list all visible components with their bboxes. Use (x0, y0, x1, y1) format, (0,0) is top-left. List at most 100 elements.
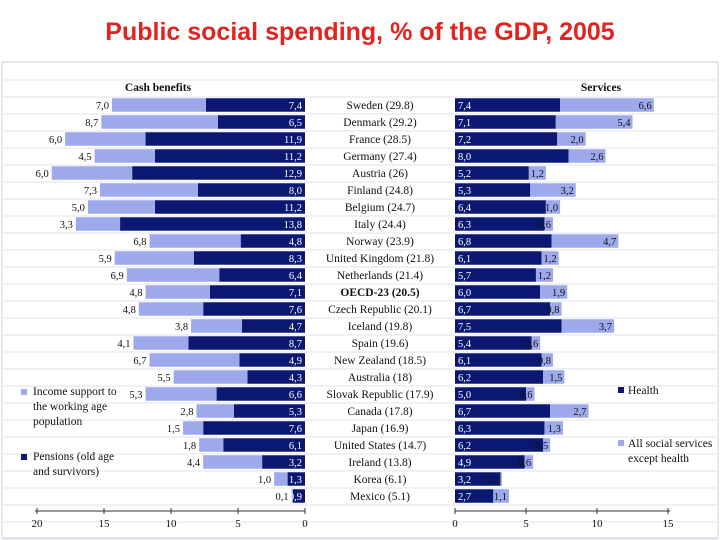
country-label: Germany (27.4) (343, 151, 417, 163)
chart-frame (1, 61, 719, 539)
pensions-bar (120, 217, 305, 231)
income-support-value-label: 5,5 (158, 373, 171, 384)
pensions-bar (242, 319, 305, 333)
services-value-label: 1,3 (548, 424, 561, 435)
services-value-label: 1,0 (545, 203, 558, 214)
pensions-value-label: 4,9 (289, 356, 302, 367)
health-value-label: 7,4 (458, 101, 472, 112)
services-value-label: 1,2 (531, 169, 544, 180)
health-bar (455, 302, 551, 316)
services-value-label: 0,8 (538, 356, 551, 367)
page-title: Public social spending, % of the GDP, 20… (105, 18, 615, 46)
country-label: Czech Republic (20.1) (328, 304, 432, 316)
income-support-bar (149, 234, 241, 248)
services-value-label: 3,2 (561, 186, 574, 197)
health-bar (455, 319, 562, 333)
services-bar (551, 234, 619, 248)
health-value-label: 6,3 (458, 220, 471, 231)
pensions-value-label: 1,3 (289, 475, 302, 486)
health-value-label: 5,0 (458, 390, 471, 401)
legend-label: Income support to (33, 386, 117, 398)
right-axis-tick-label: 10 (592, 518, 604, 530)
services-value-label: 0,8 (546, 305, 559, 316)
left-axis-tick-label: 0 (302, 518, 308, 530)
health-value-label: 7,2 (458, 135, 471, 146)
country-label: Japan (16.9) (352, 423, 409, 435)
income-support-bar (138, 302, 204, 316)
services-bar (493, 489, 509, 503)
services-bar (541, 353, 553, 367)
services-bar (557, 132, 586, 146)
country-label: United Kingdom (21.8) (326, 253, 434, 265)
services-bar (500, 472, 502, 486)
income-support-value-label: 0,1 (275, 492, 288, 503)
legend-label: Health (628, 385, 659, 397)
services-value-label: 5,4 (617, 118, 631, 129)
health-bar (455, 268, 536, 282)
services-bar (526, 387, 535, 401)
pensions-value-label: 4,8 (289, 237, 302, 248)
services-bar (535, 268, 553, 282)
pensions-value-label: 7,1 (289, 288, 302, 299)
income-support-value-label: 1,5 (167, 424, 180, 435)
legend-swatch (618, 440, 624, 446)
services-bar (560, 98, 654, 112)
services-value-label: 0,6 (538, 220, 551, 231)
health-value-label: 6,0 (458, 288, 471, 299)
income-support-bar (133, 336, 189, 350)
services-value-label: 1,5 (549, 373, 562, 384)
pensions-value-label: 12,9 (284, 169, 302, 180)
health-value-label: 6,3 (458, 424, 471, 435)
income-support-bar (173, 370, 248, 384)
health-value-label: 6,7 (458, 407, 471, 418)
services-bar (568, 149, 606, 163)
pensions-value-label: 6,6 (289, 390, 302, 401)
pensions-bar (203, 302, 305, 316)
health-value-label: 7,1 (458, 118, 471, 129)
services-value-label: 3,7 (599, 322, 612, 333)
income-support-value-label: 1,8 (183, 441, 196, 452)
services-value-label: 1,1 (494, 492, 507, 503)
pensions-bar (292, 489, 305, 503)
pensions-bar (233, 404, 305, 418)
health-value-label: 6,1 (458, 356, 471, 367)
country-label: Korea (6.1) (353, 474, 406, 486)
health-value-label: 5,2 (458, 169, 471, 180)
services-bar (561, 319, 615, 333)
pensions-bar (247, 370, 305, 384)
income-support-value-label: 4,5 (78, 152, 91, 163)
country-label: Netherlands (21.4) (337, 270, 423, 282)
services-bar (550, 302, 562, 316)
income-support-value-label: 6,0 (36, 169, 49, 180)
country-label: Iceland (19.8) (348, 321, 413, 333)
left-panel-heading: Cash benefits (125, 82, 192, 94)
pensions-value-label: 3,2 (289, 458, 302, 469)
pensions-bar (217, 115, 305, 129)
income-support-value-label: 4,8 (129, 288, 142, 299)
country-label: Norway (23.9) (346, 236, 414, 248)
pensions-value-label: 11,9 (284, 135, 302, 146)
pensions-bar (203, 421, 305, 435)
country-label: Sweden (29.8) (346, 100, 413, 112)
income-support-bar (145, 285, 210, 299)
country-label: Finland (24.8) (347, 185, 413, 197)
health-bar (455, 472, 501, 486)
income-support-bar (183, 421, 204, 435)
health-bar (455, 387, 526, 401)
health-value-label: 6,7 (458, 305, 471, 316)
health-bar (455, 115, 556, 129)
health-value-label: 6,1 (458, 254, 471, 265)
health-bar (455, 353, 542, 367)
pensions-value-label: 8,0 (289, 186, 302, 197)
health-value-label: 6,8 (458, 237, 471, 248)
health-bar (455, 438, 544, 452)
services-bar (540, 285, 568, 299)
income-support-bar (51, 166, 133, 180)
income-support-bar (145, 387, 217, 401)
pensions-value-label: 11,2 (284, 152, 302, 163)
health-value-label: 5,7 (458, 271, 471, 282)
income-support-value-label: 6,9 (111, 271, 124, 282)
health-bar (455, 166, 529, 180)
health-bar (455, 251, 542, 265)
income-support-value-label: 5,3 (129, 390, 142, 401)
